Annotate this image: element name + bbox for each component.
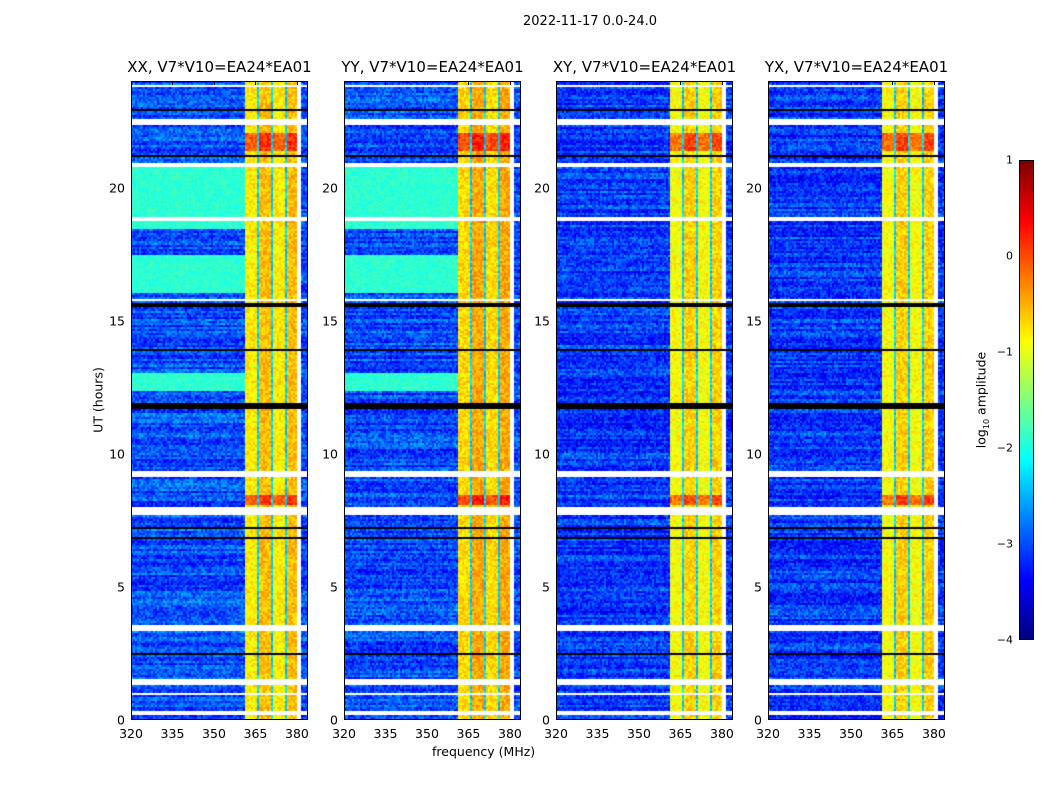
- y-tick-label: 0: [330, 712, 338, 728]
- x-tick-label: 380: [922, 726, 946, 741]
- x-tick-mark: [768, 81, 769, 85]
- x-tick-label: 335: [585, 726, 610, 741]
- y-tick-label: 20: [109, 180, 125, 195]
- x-axis-label: frequency (MHz): [432, 744, 536, 759]
- y-tick-label: 20: [322, 180, 338, 195]
- y-tick-label: 15: [109, 313, 125, 329]
- y-tick-label: 0: [117, 712, 125, 728]
- y-tick-label: 0: [754, 712, 762, 728]
- y-tick-label: 10: [322, 446, 338, 462]
- x-tick-mark: [255, 81, 257, 85]
- x-tick-label: 380: [498, 726, 522, 741]
- y-tick-label: 0: [542, 712, 550, 728]
- y-tick-label: 20: [746, 180, 762, 195]
- x-tick-mark: [509, 81, 511, 85]
- x-tick-label: 320: [332, 726, 356, 741]
- heatmap-image: [556, 81, 733, 720]
- y-tick-label: 5: [754, 579, 762, 595]
- x-tick-mark: [344, 81, 345, 85]
- x-tick-label: 365: [243, 726, 268, 741]
- colorbar-label: log10 amplitude: [973, 351, 991, 449]
- x-tick-label: 335: [160, 726, 185, 741]
- heatmap-image: [131, 81, 308, 720]
- y-tick-label: 20: [534, 180, 550, 195]
- x-tick-mark: [680, 81, 682, 85]
- x-tick-label: 320: [756, 726, 780, 741]
- x-tick-label: 320: [544, 726, 568, 741]
- x-tick-mark: [892, 81, 894, 85]
- x-tick-mark: [933, 81, 935, 85]
- x-tick-label: 335: [797, 726, 822, 741]
- y-tick-label: 5: [542, 579, 550, 595]
- x-tick-mark: [638, 81, 640, 85]
- y-tick-label: 10: [534, 446, 550, 462]
- x-tick-mark: [296, 81, 298, 85]
- colorbar-tick-label: 1: [1006, 153, 1013, 167]
- x-tick-label: 365: [456, 726, 481, 741]
- x-tick-mark: [468, 81, 470, 85]
- x-tick-mark: [556, 81, 557, 85]
- y-tick-label: 5: [330, 579, 338, 595]
- x-tick-mark: [721, 81, 723, 85]
- x-tick-label: 350: [627, 726, 651, 741]
- panel-title: YY, V7*V10=EA24*EA01: [341, 58, 524, 76]
- x-tick-label: 365: [668, 726, 693, 741]
- y-tick-label: 5: [117, 579, 125, 595]
- colorbar-tick-label: −4: [996, 633, 1013, 647]
- x-tick-mark: [426, 81, 428, 85]
- x-tick-mark: [385, 81, 387, 85]
- y-tick-label: 10: [746, 446, 762, 462]
- x-tick-label: 335: [373, 726, 398, 741]
- figure-title: 2022-11-17 0.0-24.0: [523, 14, 657, 29]
- colorbar-tick-label: −3: [996, 537, 1013, 551]
- x-tick-mark: [213, 81, 215, 85]
- colorbar-tick-label: 0: [1006, 249, 1013, 263]
- y-tick-label: 10: [109, 446, 125, 462]
- x-tick-label: 350: [415, 726, 439, 741]
- x-tick-mark: [172, 81, 174, 85]
- waterfall-panel: XX, V7*V10=EA24*EA01 320 335 350 365 380 0 5 10 1…: [109, 58, 312, 741]
- colorbar-tick-label: −2: [996, 441, 1013, 455]
- colorbar-tick-label: −1: [996, 345, 1013, 359]
- x-tick-label: 350: [202, 726, 226, 741]
- heatmap-image: [344, 81, 521, 720]
- y-tick-label: 15: [322, 313, 338, 329]
- x-tick-label: 320: [119, 726, 143, 741]
- panel-title: XY, V7*V10=EA24*EA01: [552, 58, 737, 76]
- panel-title: YX, V7*V10=EA24*EA01: [764, 58, 949, 76]
- colorbar: [1019, 160, 1034, 640]
- y-axis-label: UT (hours): [90, 367, 106, 433]
- waterfall-panel: YX, V7*V10=EA24*EA01 320 335 350 365 380 0 5 10 1…: [746, 58, 948, 741]
- waterfall-panel: XY, V7*V10=EA24*EA01 320 335 350 365 380 0 5 10 1…: [534, 58, 736, 741]
- x-tick-label: 380: [710, 726, 734, 741]
- panel-title: XX, V7*V10=EA24*EA01: [127, 58, 312, 76]
- y-tick-label: 15: [746, 313, 762, 329]
- y-tick-label: 15: [534, 313, 550, 329]
- heatmap-image: [768, 81, 945, 720]
- x-tick-mark: [809, 81, 811, 85]
- x-tick-label: 380: [285, 726, 309, 741]
- x-tick-label: 365: [880, 726, 905, 741]
- x-tick-mark: [131, 81, 132, 85]
- x-tick-label: 350: [839, 726, 863, 741]
- x-tick-mark: [850, 81, 852, 85]
- x-tick-mark: [597, 81, 599, 85]
- waterfall-panel: YY, V7*V10=EA24*EA01 320 335 350 365 380 0 5 10 1…: [322, 58, 524, 741]
